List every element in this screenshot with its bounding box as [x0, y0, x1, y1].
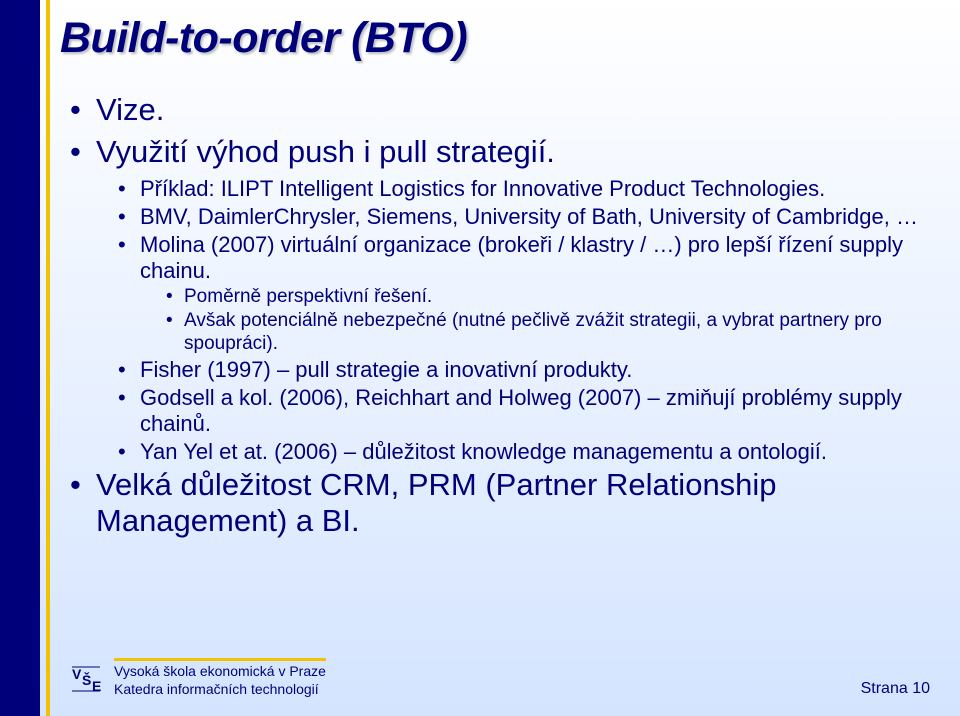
svg-text:Š: Š: [82, 671, 91, 688]
bullet-marker: •: [118, 385, 140, 411]
bullet-l2: •Fisher (1997) – pull strategie a inovat…: [118, 357, 930, 383]
bullet-text: Poměrně perspektivní řešení.: [184, 286, 930, 308]
bullet-text: BMV, DaimlerChrysler, Siemens, Universit…: [140, 204, 930, 230]
bullet-l2: •Yan Yel et at. (2006) – důležitost know…: [118, 439, 930, 465]
bullet-l1: •Velká důležitost CRM, PRM (Partner Rela…: [70, 467, 930, 539]
bullet-marker: •: [166, 286, 184, 308]
bullet-text: Fisher (1997) – pull strategie a inovati…: [140, 357, 930, 383]
footer-text: Vysoká škola ekonomická v Praze Katedra …: [114, 658, 326, 698]
bullet-text: Yan Yel et at. (2006) – důležitost knowl…: [140, 439, 930, 465]
svg-text:V: V: [72, 666, 82, 682]
bullet-text: Avšak potenciálně nebezpečné (nutné pečl…: [184, 310, 930, 355]
bullet-marker: •: [118, 439, 140, 465]
bullet-marker: •: [118, 176, 140, 202]
slide: Build-to-order (BTO) •Vize.•Využití výho…: [0, 0, 960, 716]
left-rail: [0, 0, 40, 716]
footer: V Š E Vysoká škola ekonomická v Praze Ka…: [70, 658, 930, 698]
svg-text:E: E: [92, 678, 101, 694]
bullet-l2: •Příklad: ILIPT Intelligent Logistics fo…: [118, 176, 930, 202]
left-rule: [46, 0, 50, 716]
bullet-l2: •Molina (2007) virtuální organizace (bro…: [118, 232, 930, 284]
slide-title: Build-to-order (BTO): [60, 14, 467, 63]
bullet-text: Využití výhod push i pull strategií.: [96, 134, 930, 170]
bullet-marker: •: [118, 357, 140, 383]
bullet-text: Vize.: [96, 92, 930, 128]
bullet-marker: •: [70, 467, 96, 503]
bullet-text: Godsell a kol. (2006), Reichhart and Hol…: [140, 385, 930, 437]
bullet-text: Molina (2007) virtuální organizace (brok…: [140, 232, 930, 284]
bullet-marker: •: [118, 232, 140, 258]
bullet-marker: •: [118, 204, 140, 230]
bullet-marker: •: [70, 92, 96, 128]
bullet-marker: •: [166, 310, 184, 332]
footer-line2: Katedra informačních technologií: [114, 681, 326, 699]
footer-line1: Vysoká škola ekonomická v Praze: [114, 663, 326, 681]
bullet-l2: •BMV, DaimlerChrysler, Siemens, Universi…: [118, 204, 930, 230]
university-logo-icon: V Š E: [70, 661, 104, 695]
bullet-marker: •: [70, 134, 96, 170]
page-number: Strana 10: [861, 680, 930, 698]
content-area: •Vize.•Využití výhod push i pull strateg…: [70, 92, 930, 545]
bullet-text: Velká důležitost CRM, PRM (Partner Relat…: [96, 467, 930, 539]
bullet-text: Příklad: ILIPT Intelligent Logistics for…: [140, 176, 930, 202]
bullet-l1: •Vize.: [70, 92, 930, 128]
bullet-l2: •Godsell a kol. (2006), Reichhart and Ho…: [118, 385, 930, 437]
footer-left: V Š E Vysoká škola ekonomická v Praze Ka…: [70, 658, 326, 698]
bullet-l3: •Avšak potenciálně nebezpečné (nutné peč…: [166, 310, 930, 355]
bullet-l1: •Využití výhod push i pull strategií.: [70, 134, 930, 170]
bullet-l3: •Poměrně perspektivní řešení.: [166, 286, 930, 308]
